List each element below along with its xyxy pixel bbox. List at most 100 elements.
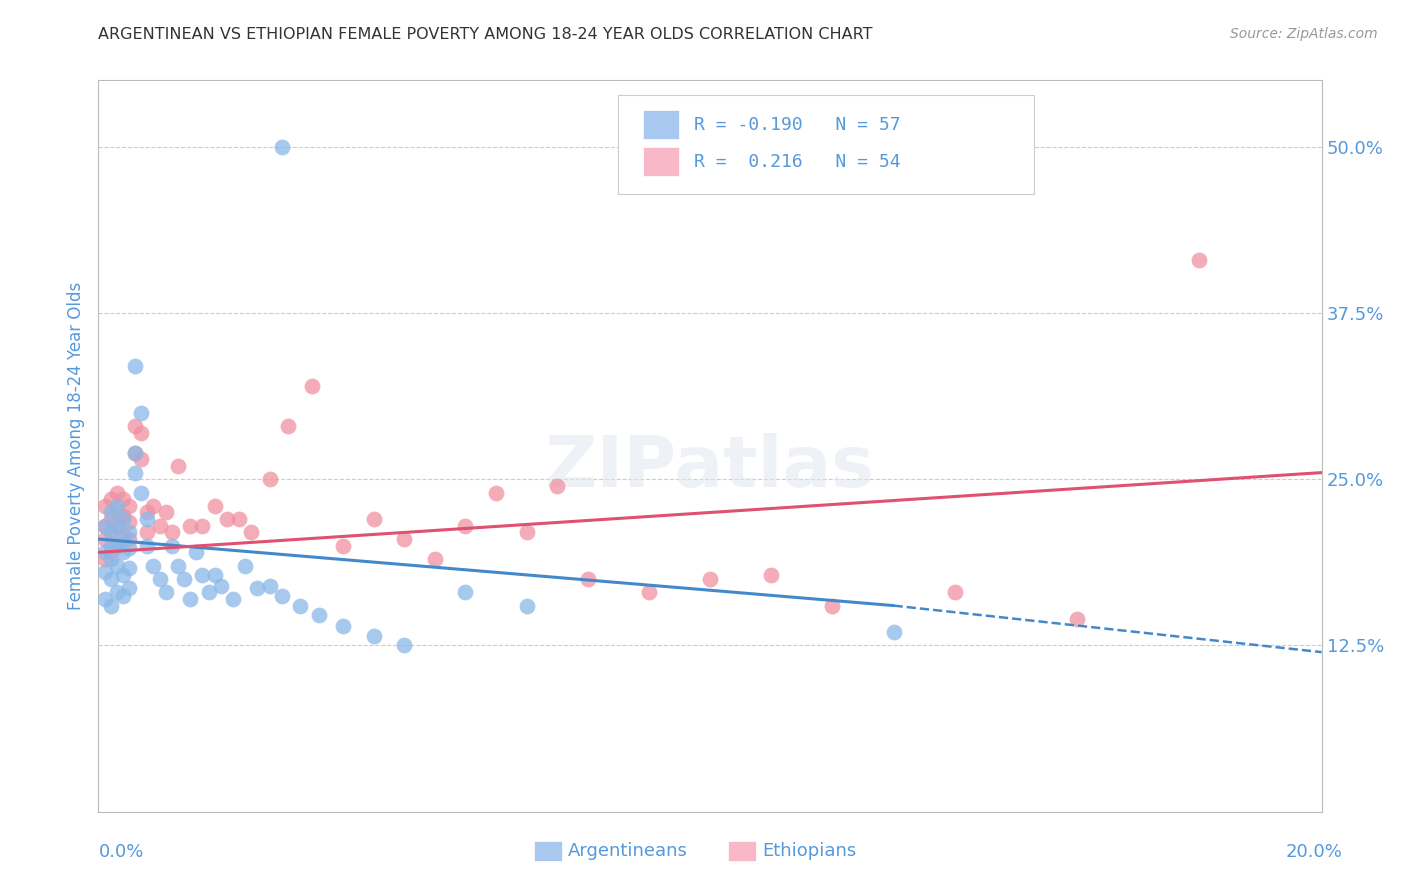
Argentineans [883, 625, 905, 640]
Ethiopians [259, 472, 281, 486]
Ethiopians [149, 518, 172, 533]
Argentineans [142, 558, 165, 573]
Ethiopians [111, 528, 134, 542]
Argentineans [124, 359, 146, 374]
Ethiopians [363, 512, 385, 526]
Ethiopians [100, 525, 122, 540]
Ethiopians [118, 499, 141, 513]
Argentineans [209, 579, 232, 593]
Ethiopians [155, 506, 177, 520]
Argentineans [136, 539, 159, 553]
Ethiopians [423, 552, 446, 566]
Bar [643, 147, 679, 177]
Argentineans [516, 599, 538, 613]
Ethiopians [124, 419, 146, 434]
Ethiopians [454, 518, 477, 533]
Ethiopians [167, 458, 190, 473]
Ethiopians [93, 499, 115, 513]
Argentineans [111, 512, 134, 526]
Text: 0.0%: 0.0% [98, 843, 143, 861]
Argentineans [246, 582, 269, 596]
Argentineans [93, 518, 115, 533]
Ethiopians [124, 445, 146, 459]
Ethiopians [637, 585, 661, 599]
Ethiopians [118, 515, 141, 529]
Ethiopians [118, 532, 141, 546]
Ethiopians [204, 499, 226, 513]
Argentineans [118, 561, 141, 575]
Argentineans [100, 506, 122, 520]
Ethiopians [129, 452, 152, 467]
Argentineans [118, 582, 141, 596]
Ethiopians [105, 506, 128, 520]
Ethiopians [136, 506, 159, 520]
Ethiopians [100, 545, 122, 559]
Ethiopians [821, 599, 844, 613]
Argentineans [155, 585, 177, 599]
Ethiopians [93, 518, 115, 533]
Argentineans [270, 140, 292, 154]
Ethiopians [142, 499, 165, 513]
Argentineans [100, 572, 122, 586]
Argentineans [100, 599, 122, 613]
Argentineans [308, 607, 330, 622]
Argentineans [160, 539, 183, 553]
Argentineans [93, 545, 115, 559]
Argentineans [222, 591, 245, 606]
Argentineans [111, 545, 134, 559]
Y-axis label: Female Poverty Among 18-24 Year Olds: Female Poverty Among 18-24 Year Olds [66, 282, 84, 610]
Argentineans [111, 589, 134, 603]
Argentineans [93, 566, 115, 580]
Argentineans [118, 541, 141, 556]
Argentineans [129, 406, 152, 420]
Ethiopians [136, 525, 159, 540]
Argentineans [105, 558, 128, 573]
Ethiopians [485, 485, 508, 500]
Text: Source: ZipAtlas.com: Source: ZipAtlas.com [1230, 27, 1378, 41]
Text: Argentineans: Argentineans [568, 842, 688, 860]
Ethiopians [93, 552, 115, 566]
Argentineans [100, 539, 122, 553]
Ethiopians [93, 532, 115, 546]
Argentineans [259, 579, 281, 593]
Ethiopians [240, 525, 263, 540]
Ethiopians [179, 518, 201, 533]
Ethiopians [1066, 612, 1088, 626]
Ethiopians [105, 485, 128, 500]
Ethiopians [191, 518, 214, 533]
Text: Ethiopians: Ethiopians [762, 842, 856, 860]
Argentineans [454, 585, 477, 599]
Argentineans [100, 525, 122, 540]
Argentineans [105, 499, 128, 513]
Argentineans [124, 445, 146, 459]
Argentineans [290, 599, 312, 613]
Bar [643, 110, 679, 139]
Text: ZIPatlas: ZIPatlas [546, 434, 875, 502]
Ethiopians [111, 492, 134, 507]
Argentineans [105, 539, 128, 553]
Ethiopians [546, 479, 568, 493]
Ethiopians [129, 425, 152, 440]
Argentineans [129, 485, 152, 500]
Argentineans [100, 552, 122, 566]
Argentineans [191, 568, 214, 582]
Argentineans [105, 518, 128, 533]
Argentineans [118, 525, 141, 540]
Ethiopians [1188, 252, 1211, 267]
Argentineans [167, 558, 190, 573]
Ethiopians [301, 379, 323, 393]
Argentineans [173, 572, 195, 586]
Ethiopians [215, 512, 238, 526]
Argentineans [186, 545, 208, 559]
Ethiopians [100, 512, 122, 526]
Argentineans [233, 558, 256, 573]
Argentineans [124, 466, 146, 480]
Text: 20.0%: 20.0% [1286, 843, 1343, 861]
Ethiopians [392, 532, 416, 546]
Ethiopians [943, 585, 966, 599]
Argentineans [93, 591, 115, 606]
Text: ARGENTINEAN VS ETHIOPIAN FEMALE POVERTY AMONG 18-24 YEAR OLDS CORRELATION CHART: ARGENTINEAN VS ETHIOPIAN FEMALE POVERTY … [98, 27, 873, 42]
Argentineans [204, 568, 226, 582]
Argentineans [363, 629, 385, 643]
Argentineans [149, 572, 172, 586]
